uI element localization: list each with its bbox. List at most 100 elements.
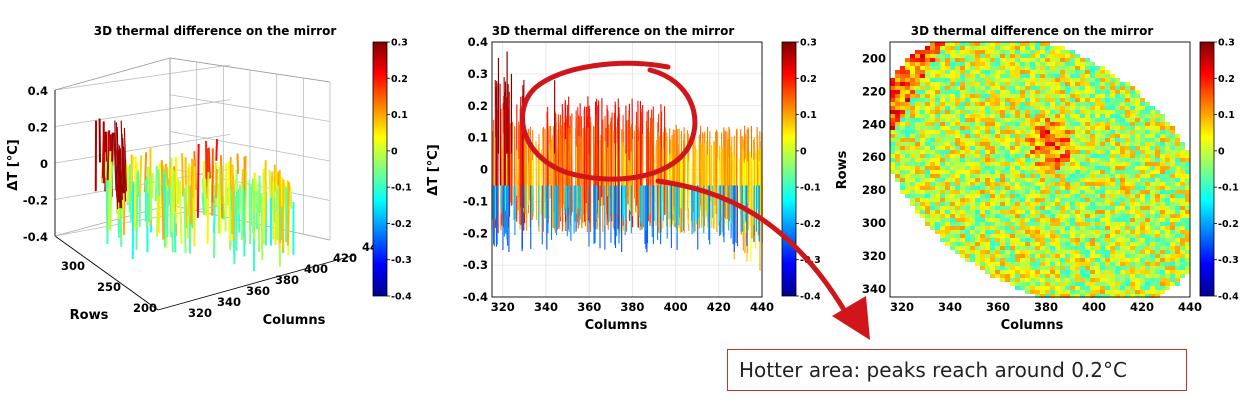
heatmap-cell: [1040, 226, 1045, 230]
heatmap-cell: [1050, 282, 1055, 286]
heatmap-cell: [1055, 230, 1060, 234]
heatmap-cell: [1005, 134, 1010, 138]
heatmap-cell: [1185, 266, 1190, 270]
heatmap-cell: [1150, 262, 1155, 266]
heatmap-cell: [1035, 206, 1040, 210]
heatmap-cell: [955, 238, 960, 242]
heatmap-cell: [910, 114, 915, 118]
heatmap-cell: [1120, 286, 1125, 290]
heatmap-cell: [995, 162, 1000, 166]
heatmap-cell: [1090, 286, 1095, 290]
heatmap-cell: [1005, 190, 1010, 194]
heatmap-cell: [950, 102, 955, 106]
heatmap-cell: [1000, 230, 1005, 234]
heatmap-cell: [985, 106, 990, 110]
heatmap-cell: [1125, 182, 1130, 186]
heatmap-cell: [1055, 158, 1060, 162]
heatmap-cell: [985, 110, 990, 114]
heatmap-cell: [1180, 146, 1185, 150]
heatmap-cell: [1115, 166, 1120, 170]
heatmap-cell: [1045, 266, 1050, 270]
heatmap-cell: [890, 146, 895, 150]
heatmap-cell: [1080, 138, 1085, 142]
heatmap-cell: [1015, 114, 1020, 118]
heatmap-cell: [985, 114, 990, 118]
heatmap-cell: [895, 102, 900, 106]
heatmap-cell: [945, 90, 950, 94]
heatmap-cell: [930, 138, 935, 142]
heatmap-cell: [1040, 86, 1045, 90]
heatmap-cell: [1095, 150, 1100, 154]
heatmap-cell: [950, 62, 955, 66]
heatmap-cell: [1010, 66, 1015, 70]
heatmap-cell: [1005, 202, 1010, 206]
heatmap-cell: [1035, 214, 1040, 218]
heatmap-cell: [1005, 74, 1010, 78]
heatmap-cell: [1165, 218, 1170, 222]
x-tick-label: 320: [491, 300, 515, 314]
heatmap-cell: [895, 122, 900, 126]
heatmap-cell: [975, 58, 980, 62]
heatmap-cell: [975, 250, 980, 254]
heatmap-cell: [1010, 114, 1015, 118]
heatmap-cell: [975, 226, 980, 230]
heatmap-cell: [1010, 238, 1015, 242]
heatmap-cell: [1125, 130, 1130, 134]
heatmap-cell: [940, 42, 945, 46]
heatmap-cell: [915, 118, 920, 122]
heatmap-cell: [1070, 190, 1075, 194]
heatmap-cell: [1135, 242, 1140, 246]
heatmap-cell: [1035, 54, 1040, 58]
heatmap-cell: [960, 218, 965, 222]
heatmap-cell: [1050, 74, 1055, 78]
heatmap-cell: [1135, 250, 1140, 254]
heatmap-cell: [1045, 254, 1050, 258]
heatmap-cell: [1160, 190, 1165, 194]
heatmap-cell: [1040, 246, 1045, 250]
heatmap-cell: [1015, 102, 1020, 106]
heatmap-cell: [940, 214, 945, 218]
heatmap-cell: [1025, 150, 1030, 154]
heatmap-cell: [930, 170, 935, 174]
colorbar: 0.30.20.10-0.1-0.2-0.3-0.4: [372, 38, 412, 303]
heatmap-cell: [1015, 206, 1020, 210]
heatmap-cell: [1000, 62, 1005, 66]
heatmap-cell: [1110, 186, 1115, 190]
heatmap-cell: [1030, 46, 1035, 50]
heatmap-cell: [1155, 150, 1160, 154]
heatmap-cell: [1100, 66, 1105, 70]
heatmap-cell: [950, 86, 955, 90]
heatmap-cell: [1085, 242, 1090, 246]
heatmap-cell: [1020, 106, 1025, 110]
heatmap-cell: [1050, 70, 1055, 74]
heatmap-cell: [1150, 206, 1155, 210]
heatmap-cell: [1015, 166, 1020, 170]
heatmap-cell: [940, 54, 945, 58]
heatmap-cell: [1080, 150, 1085, 154]
heatmap-cell: [1090, 86, 1095, 90]
heatmap-cell: [1080, 246, 1085, 250]
heatmap-cell: [1150, 250, 1155, 254]
heatmap-cell: [995, 54, 1000, 58]
heatmap-cell: [1155, 262, 1160, 266]
heatmap-cell: [995, 130, 1000, 134]
heatmap-cell: [1065, 102, 1070, 106]
heatmap-cells: [890, 42, 1190, 298]
heatmap-cell: [1100, 278, 1105, 282]
surface-strand: [117, 143, 121, 209]
heatmap-cell: [990, 146, 995, 150]
heatmap-cell: [1090, 282, 1095, 286]
heatmap-cell: [990, 182, 995, 186]
heatmap-cell: [1155, 114, 1160, 118]
heatmap-cell: [930, 62, 935, 66]
heatmap-cell: [1095, 278, 1100, 282]
heatmap-cell: [1030, 198, 1035, 202]
heatmap-cell: [1160, 258, 1165, 262]
heatmap-cell: [1095, 78, 1100, 82]
heatmap-cell: [955, 218, 960, 222]
heatmap-cell: [1030, 86, 1035, 90]
heatmap-cell: [1100, 206, 1105, 210]
heatmap-cell: [1050, 146, 1055, 150]
heatmap-cell: [1095, 222, 1100, 226]
heatmap-cell: [1135, 130, 1140, 134]
